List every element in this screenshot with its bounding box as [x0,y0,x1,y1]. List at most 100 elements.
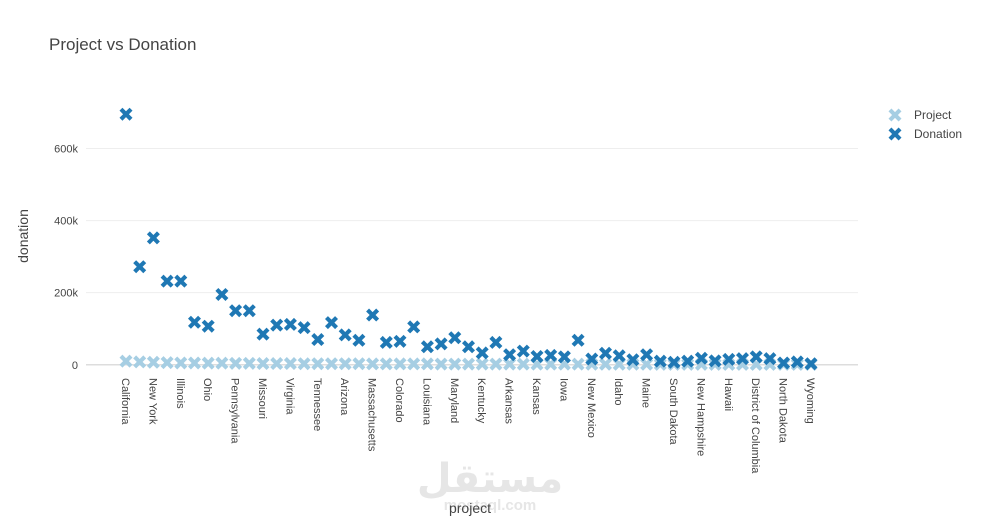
x-tick-label: North Dakota [777,378,789,444]
watermark-arabic: مستقل [417,457,563,501]
x-tick-label: District of Columbia [749,378,761,474]
donation-point [667,355,681,369]
x-tick-label: New Hampshire [694,378,706,456]
donation-point [516,344,530,358]
donation-point [420,340,434,354]
x-tick-label: Kansas [530,378,542,415]
project-point [215,356,229,370]
donation-point [338,328,352,342]
donation-point [229,304,243,318]
project-point [174,356,188,370]
project-point [448,357,462,371]
donation-point [722,352,736,366]
donation-point [571,333,585,347]
legend-label-donation: Donation [914,127,962,141]
project-point [133,355,147,369]
project-point [681,357,695,371]
project-point [146,355,160,369]
donation-point [736,352,749,366]
project-point [256,357,270,371]
donation-point [530,349,544,363]
x-tick-label: Tennessee [311,378,323,431]
project-point [599,357,612,371]
donation-point [366,308,380,322]
donation-point [585,352,599,366]
x-tick-label: Ohio [201,378,213,401]
project-point [462,357,475,371]
donation-point [325,316,338,330]
donation-point [283,317,297,331]
project-point [270,357,284,371]
x-tick-label: Idaho [612,378,624,406]
x-tick-label: Maine [640,378,652,408]
x-tick-label: Maryland [448,378,460,423]
x-tick-label: Colorado [393,378,405,423]
donation-point [599,346,612,360]
gridlines [86,147,858,366]
donation-point [544,348,558,362]
donation-point [448,331,462,345]
project-point [160,356,174,370]
y-tick-label: 200k [54,288,78,300]
donation-point [215,287,229,301]
donation-point [311,333,325,347]
project-point [188,356,201,370]
series-donation [119,107,818,371]
donation-point [612,349,626,363]
donation-point [256,327,270,341]
donation-point [777,356,791,370]
project-point [516,357,530,371]
project-point [407,357,421,371]
x-tick-label: Hawaii [722,378,734,411]
donation-point [694,351,708,365]
donation-point [557,350,571,364]
donation-point [119,107,133,121]
x-axis-title: project [449,500,491,516]
donation-point [749,350,763,364]
donation-point [462,340,475,354]
donation-point [790,355,804,369]
x-axis-ticks: California New York Illinois Ohio Pennsylvan… [119,378,816,474]
project-point [379,357,393,371]
project-point [242,356,256,370]
project-point [297,357,311,371]
donation-point [297,321,311,335]
donation-point [393,334,407,348]
project-point [489,357,503,371]
donation-point [146,231,160,245]
chart-title: Project vs Donation [49,35,196,54]
x-tick-label: Massachusetts [366,378,378,452]
project-point [325,357,338,371]
project-point [708,357,722,371]
x-tick-label: Missouri [256,378,268,419]
x-tick-label: Iowa [557,378,569,402]
x-tick-label: Arizona [338,378,350,416]
x-tick-label: New Mexico [585,378,597,438]
donation-point [503,348,517,362]
donation-point [489,335,503,349]
project-point [640,357,654,371]
legend-marker-donation [888,127,902,141]
project-point [338,357,352,371]
donation-point [640,348,654,362]
donation-point [708,354,722,368]
watermark-logo: مستقل mostaql.com [417,457,563,514]
y-axis-ticks: 0 200k 400k 600k [54,143,78,371]
donation-point [434,337,448,351]
donation-point [407,320,421,334]
x-tick-label: New York [146,378,158,425]
project-point [653,357,667,371]
donation-point [763,352,777,366]
donation-point [160,274,174,288]
project-point [352,357,366,371]
y-tick-label: 0 [72,360,78,372]
x-tick-label: Arkansas [503,378,515,424]
project-point [571,357,585,371]
project-point [366,357,380,371]
project-point [283,357,297,371]
donation-point [201,319,215,333]
x-tick-label: Virginia [283,378,295,415]
project-point [311,357,325,371]
x-tick-label: Kentucky [475,378,487,424]
